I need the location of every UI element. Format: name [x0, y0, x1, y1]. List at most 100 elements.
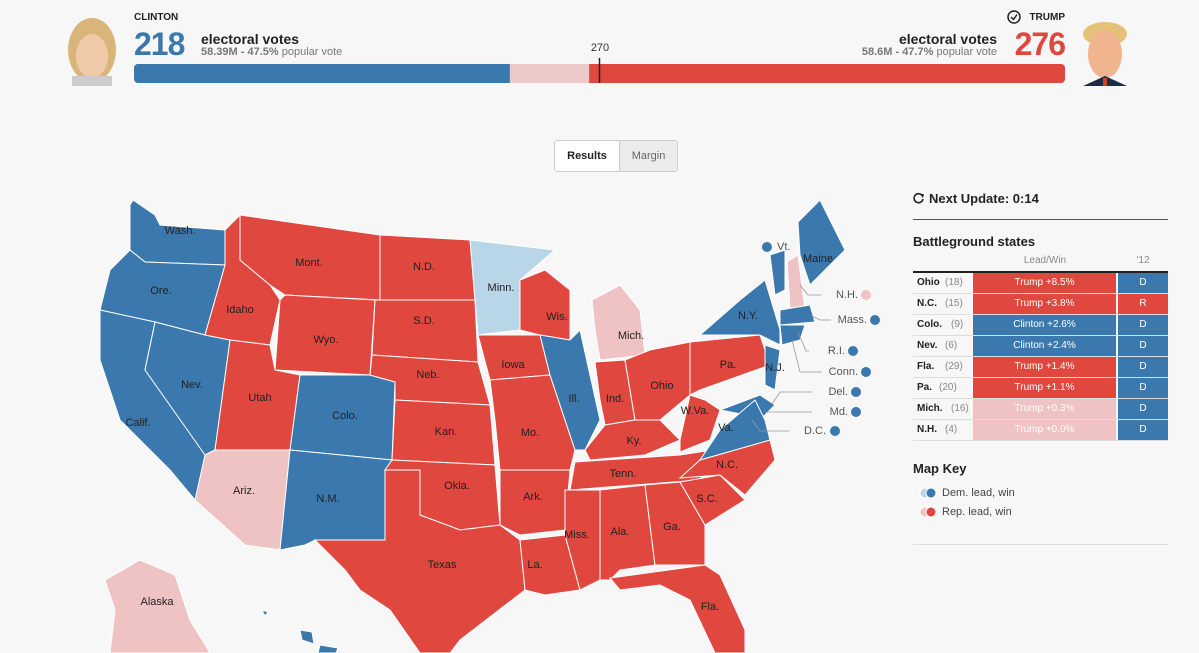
state-shape	[644, 481, 706, 566]
table-row: Nev. (6) Clinton +2.4% D	[913, 336, 1168, 357]
key-swatch	[919, 506, 937, 518]
callout-label: Vt.	[777, 241, 790, 253]
electoral-votes: 218	[134, 26, 185, 62]
bar-segment	[134, 64, 510, 83]
callout-label: D.C.	[804, 425, 826, 437]
popular-vote: 58.6M - 47.7% popular vote	[862, 46, 997, 58]
table-row: Mich. (16) Trump +0.3% D	[913, 399, 1168, 420]
key-dot	[925, 487, 937, 499]
state-label: Fla.	[701, 601, 719, 613]
callout-label: N.H.	[836, 289, 858, 301]
state-shape	[519, 269, 571, 341]
table-row: Colo. (9) Clinton +2.6% D	[913, 315, 1168, 336]
lead-cell: Clinton +2.4%	[973, 336, 1116, 356]
table-row: Fla. (29) Trump +1.4% D	[913, 357, 1168, 378]
key-label: Rep. lead, win	[942, 506, 1012, 518]
popular-figure: 58.6M - 47.7%	[861, 46, 934, 58]
state-label: Iowa	[501, 359, 525, 371]
state-votes: (6)	[945, 340, 958, 351]
state-label: Miss.	[564, 529, 590, 541]
refresh-icon	[913, 192, 924, 204]
state-label: Va.	[718, 422, 734, 434]
clinton-portrait	[68, 18, 116, 86]
state-label: Wis.	[546, 311, 567, 323]
lead-cell: Trump +3.8%	[973, 294, 1116, 314]
state-label: Ark.	[523, 491, 543, 503]
prev-cell: D	[1118, 357, 1168, 377]
key-swatch	[919, 487, 937, 499]
prev-cell: D	[1118, 315, 1168, 335]
state-shape	[779, 324, 806, 346]
state-shape	[477, 334, 551, 381]
lead-cell: Trump +0.0%	[973, 420, 1116, 440]
state-label: La.	[527, 559, 542, 571]
next-update: Next Update: 0:14	[929, 191, 1039, 206]
toggle-button[interactable]: Margin	[620, 141, 677, 171]
callout-label: Del.	[828, 386, 848, 398]
state-shape	[797, 199, 846, 286]
state-label: Wyo.	[314, 334, 339, 346]
table-row: N.H. (4) Trump +0.0% D	[913, 420, 1168, 441]
callout-line	[751, 419, 790, 432]
state-shape	[698, 399, 771, 461]
state-name: Colo.	[917, 319, 942, 330]
toggle-button[interactable]: Results	[555, 141, 620, 171]
callout-line	[799, 284, 822, 296]
state-name: N.H.	[917, 424, 937, 435]
divider	[913, 271, 1168, 273]
state-votes: (18)	[945, 277, 963, 288]
state-label: N.D.	[413, 261, 435, 273]
section-title: Map Key	[913, 461, 967, 476]
lead-cell: Trump +0.3%	[973, 399, 1116, 419]
state-label: Calif.	[125, 417, 150, 429]
state-label: Idaho	[226, 304, 254, 316]
lead-cell: Clinton +2.6%	[973, 315, 1116, 335]
threshold-label: 270	[590, 42, 610, 54]
state-votes: (15)	[945, 298, 963, 309]
state-label: Nev.	[181, 379, 203, 391]
state-label: Colo.	[332, 410, 358, 422]
callout-dot	[870, 315, 880, 325]
prev-cell: D	[1118, 420, 1168, 440]
view-toggle: Results Margin	[554, 140, 678, 172]
state-shape	[609, 564, 746, 653]
state-label: S.C.	[696, 493, 717, 505]
state-votes: (29)	[945, 361, 963, 372]
state-label: Mont.	[295, 257, 323, 269]
state-label: N.J.	[765, 362, 785, 374]
state-shape	[104, 559, 211, 653]
lead-cell: Trump +1.1%	[973, 378, 1116, 398]
state-label: W.Va.	[681, 405, 710, 417]
state-label: Texas	[428, 559, 457, 571]
state-shape	[194, 449, 291, 551]
state-label: Ind.	[606, 393, 624, 405]
callout-line	[791, 339, 822, 373]
divider	[913, 544, 1168, 545]
prev-cell: D	[1118, 378, 1168, 398]
callout-dot	[830, 426, 840, 436]
state-label: Okla.	[444, 480, 470, 492]
state-label: Ore.	[150, 285, 171, 297]
state-shape	[698, 279, 781, 346]
callout-dot	[861, 367, 871, 377]
key-dot	[925, 506, 937, 518]
callout-dot	[861, 290, 871, 300]
state-votes: (9)	[951, 319, 964, 330]
table-row: Pa. (20) Trump +1.1% D	[913, 378, 1168, 399]
prev-cell: D	[1118, 273, 1168, 293]
ev-label: electoral votes	[201, 31, 300, 47]
state-label: Ky.	[626, 435, 641, 447]
prev-cell: R	[1118, 294, 1168, 314]
key-label: Dem. lead, win	[942, 487, 1015, 499]
state-shape	[299, 629, 315, 645]
state-name: Nev.	[917, 340, 938, 351]
lead-cell: Trump +1.4%	[973, 357, 1116, 377]
table-row: Ohio (18) Trump +8.5% D	[913, 273, 1168, 294]
electoral-votes: 276	[1014, 26, 1066, 62]
state-label: Mo.	[521, 427, 539, 439]
popular-figure: 58.39M - 47.5%	[201, 46, 279, 58]
callout-dot	[762, 242, 772, 252]
state-shape	[313, 469, 526, 653]
state-shape	[679, 474, 746, 526]
